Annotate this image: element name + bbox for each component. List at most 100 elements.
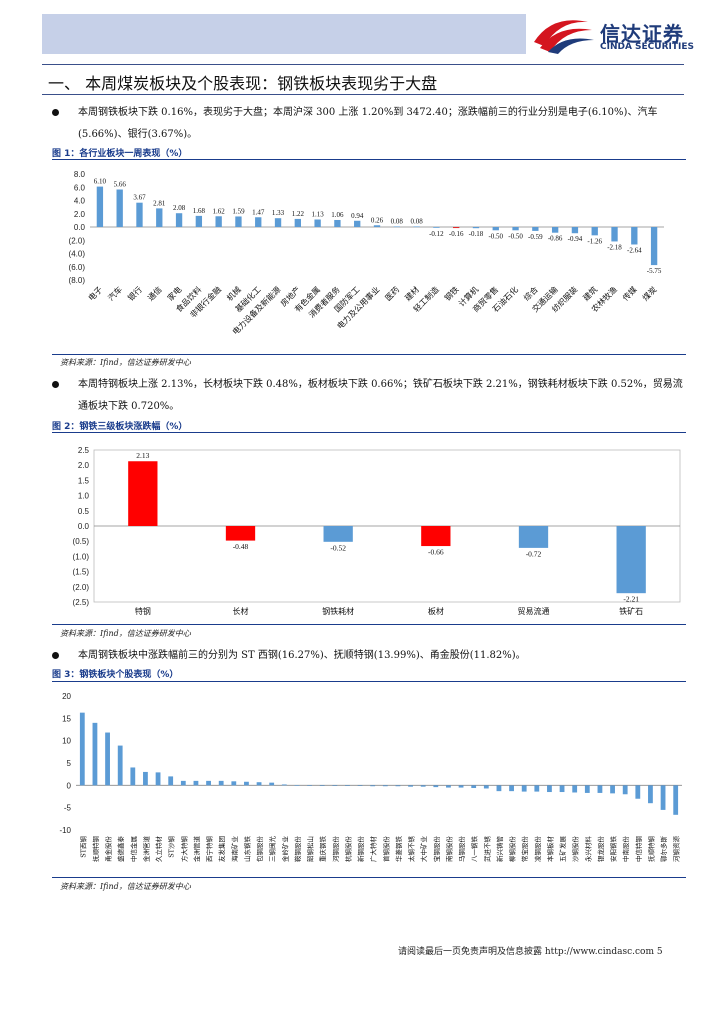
bar: [130, 767, 136, 786]
industry-weekly-chart: 8.0 6.0 4.0 2.0 0.0 (2.0) (4.0) (6.0) (8.0) 6.10 电…: [52, 162, 686, 352]
y-tick-label: 2.0: [74, 210, 86, 219]
company-logo: 信达证券 CINDA SECURITIES: [530, 12, 710, 60]
bar: [551, 227, 559, 233]
bar: [547, 785, 552, 793]
bar: [294, 785, 300, 786]
bar: [534, 785, 540, 792]
bar: [136, 202, 143, 227]
bar: [175, 213, 183, 227]
category-label: 金洲管道: [141, 836, 150, 863]
bar: [611, 227, 618, 242]
bar: [281, 784, 287, 786]
y-tick-label: 0: [67, 781, 72, 790]
y-tick-label: -5: [64, 804, 72, 813]
data-label: 0.08: [410, 217, 423, 225]
y-tick-label: (4.0): [69, 250, 86, 259]
category-label: 贸易流通: [518, 606, 550, 616]
bar: [195, 215, 203, 227]
category-label: 特钢: [135, 606, 151, 616]
y-tick-label: 2.5: [78, 446, 90, 455]
data-label: -0.18: [469, 230, 484, 238]
y-tick-label: 8.0: [74, 170, 86, 179]
bar: [323, 526, 353, 542]
category-label: 河钢股份: [331, 836, 340, 863]
category-label: 银行: [126, 284, 144, 302]
category-label: 南钢股份: [444, 836, 453, 863]
category-label: 传媒: [620, 284, 638, 302]
category-label: 华菱钢铁: [394, 836, 403, 863]
bar: [446, 785, 451, 788]
steel-stock-chart: 20 15 10 5 0 -5 -10 ST西钢 抚顺特钢 甬金股份 盛德鑫泰 中信金属 金洲管道 久立特…: [52, 684, 686, 876]
bullet-dot-icon: [52, 109, 59, 116]
bar: [244, 781, 249, 786]
figure-3-rule: [52, 681, 686, 682]
bar: [206, 780, 211, 786]
category-label: 盛德鑫泰: [116, 836, 125, 863]
bar: [332, 785, 338, 786]
bar: [673, 785, 679, 815]
figure-1-source: 资料来源：Ifind，信达证券研发中心: [60, 358, 191, 367]
bar: [509, 785, 514, 792]
bar: [571, 227, 579, 234]
data-label: -2.64: [627, 246, 642, 254]
bar: [382, 785, 388, 787]
bar: [496, 785, 502, 792]
data-label: 2.81: [153, 199, 166, 207]
section-rule: [42, 94, 684, 95]
bar: [393, 226, 400, 228]
category-label: 海南矿业: [230, 836, 239, 863]
data-label: -2.18: [607, 243, 622, 251]
category-label: 首钢股份: [381, 836, 390, 863]
bar: [395, 785, 401, 787]
bar: [269, 782, 275, 786]
bullet-paragraph-2: 本周特钢板块上涨 2.13%，长材板块下跌 0.48%，板材板块下跌 0.66%…: [52, 374, 692, 418]
bar: [294, 218, 301, 227]
bar: [319, 785, 325, 786]
bar: [420, 785, 426, 787]
category-label: 甬金股份: [104, 836, 113, 863]
bar: [357, 785, 363, 786]
y-tick-label: 20: [62, 692, 71, 701]
y-tick-label: 10: [62, 737, 71, 746]
data-label: -0.48: [233, 542, 249, 551]
data-label: 1.22: [292, 210, 305, 218]
bar: [532, 227, 539, 231]
bar: [256, 782, 262, 786]
data-label: -0.50: [508, 232, 523, 240]
bar: [622, 785, 628, 795]
bar: [518, 526, 549, 548]
bar: [408, 785, 413, 787]
data-label: 5.66: [114, 181, 127, 189]
bar: [218, 780, 224, 786]
category-label: 电子: [86, 284, 104, 302]
bar: [650, 227, 658, 266]
bar: [116, 189, 123, 227]
y-tick-label: (0.5): [73, 537, 90, 546]
bar: [472, 227, 480, 229]
bullet-paragraph-3: 本周钢铁板块中涨跌幅前三的分别为 ST 西钢(16.27%)、抚顺特钢(13.9…: [52, 645, 692, 667]
bar: [92, 722, 98, 786]
bar: [413, 226, 420, 228]
chart-svg: 2.5 2.0 1.5 1.0 0.5 0.0 (0.5) (1.0) (1.5) (2.0) (2…: [73, 446, 681, 616]
section-title: 一、 本周煤炭板块及个股表现：钢铁板块表现劣于大盘: [48, 74, 438, 93]
category-label: 五矿发展: [558, 836, 567, 863]
bar: [96, 186, 104, 227]
category-label: 钢铁耗材: [322, 606, 354, 616]
bar: [453, 227, 460, 229]
category-label: 银龙股份: [596, 836, 605, 863]
bar: [512, 227, 519, 231]
category-label: ST沙钢: [168, 836, 176, 858]
category-label: 友发集团: [217, 836, 226, 862]
figure-3-source: 资料来源：Ifind，信达证券研发中心: [60, 882, 191, 891]
category-label: 金岭矿业: [280, 836, 289, 863]
category-label: 方大特钢: [179, 836, 188, 863]
data-label: -0.52: [330, 543, 346, 552]
figure-3-bottom-rule: [52, 877, 686, 878]
category-label: 鄂尔多斯: [659, 836, 668, 863]
category-label: 韶钢松山: [306, 836, 315, 862]
data-label: -0.86: [548, 235, 563, 243]
steel-subsector-chart: 2.5 2.0 1.5 1.0 0.5 0.0 (0.5) (1.0) (1.5) (2.0) (2…: [52, 436, 686, 622]
bullet-dot-icon: [52, 652, 59, 659]
bar: [631, 227, 638, 245]
data-label: 2.08: [173, 204, 186, 212]
